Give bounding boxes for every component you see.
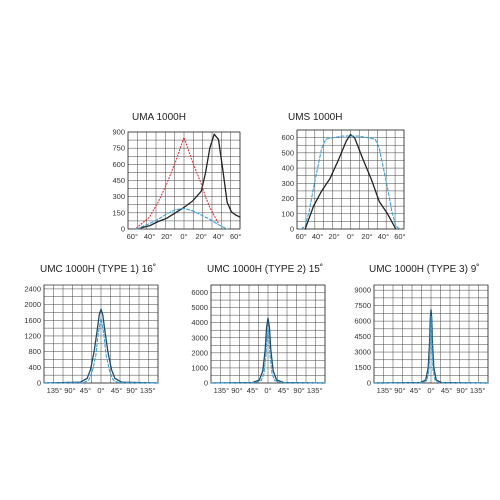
y-tick-label: 600 [112, 160, 125, 169]
series-line-2-dotted [136, 136, 220, 229]
y-tick-label: 0 [367, 379, 371, 388]
plot-frame [210, 284, 326, 384]
x-tick-label: 90° [231, 386, 242, 395]
y-tick-label: 7500 [354, 301, 371, 310]
series-line-1-solid [140, 133, 241, 229]
y-tick-label: 6000 [191, 288, 208, 297]
x-tick-label: 20° [328, 232, 339, 241]
plot-frame [373, 284, 489, 384]
plot-frame [296, 129, 405, 230]
y-tick-label: 6000 [354, 317, 371, 326]
series-line-2-dashed [210, 328, 326, 384]
series-line-2-dashed [300, 135, 401, 230]
y-tick-label: 800 [28, 347, 41, 356]
x-tick-label: 90° [126, 386, 137, 395]
x-tick-label: 135° [140, 386, 156, 395]
y-tick-label: 9000 [354, 286, 371, 295]
x-tick-label: 135° [214, 386, 230, 395]
x-tick-label: 90° [293, 386, 304, 395]
x-tick-label: 40° [378, 232, 389, 241]
x-tick-label: 20° [361, 232, 372, 241]
y-tick-label: 0 [204, 379, 208, 388]
y-tick-label: 300 [112, 192, 125, 201]
y-tick-label: 4500 [354, 332, 371, 341]
x-tick-label: 40° [213, 232, 224, 241]
chart-title: UMS 1000H [288, 112, 342, 123]
x-tick-label: 60° [394, 232, 405, 241]
chart-3: UMC 1000H (TYPE 1) 16˚ 0 400 800 1200 1600 200… [24, 263, 159, 395]
chart-title: UMC 1000H (TYPE 1) 16˚ [40, 263, 156, 275]
x-tick-label: 135° [307, 386, 323, 395]
x-tick-label: 40° [144, 232, 155, 241]
x-tick-label: 45° [410, 386, 421, 395]
x-tick-label: 90° [456, 386, 467, 395]
y-tick-label: 100 [281, 209, 294, 218]
series-line-1-solid [210, 317, 326, 384]
x-tick-label: 135° [47, 386, 63, 395]
chart-4: UMC 1000H (TYPE 2) 15˚ 0 1000 2000 3000 4000 5… [191, 263, 326, 395]
y-tick-label: 750 [112, 144, 125, 153]
y-tick-label: 2000 [191, 348, 208, 357]
y-tick-label: 5000 [191, 303, 208, 312]
y-tick-label: 600 [281, 133, 294, 142]
y-tick-label: 900 [112, 128, 125, 137]
y-tick-label: 0 [290, 225, 294, 234]
x-tick-label: 0° [347, 232, 354, 241]
chart-title: UMC 1000H (TYPE 2) 15˚ [207, 263, 323, 275]
x-tick-label: 90° [64, 386, 75, 395]
chart-title: UMC 1000H (TYPE 3) 9˚ [369, 263, 480, 275]
y-tick-label: 1200 [24, 331, 41, 340]
x-tick-label: 60° [295, 232, 306, 241]
y-tick-label: 450 [112, 176, 125, 185]
y-tick-label: 1500 [354, 363, 371, 372]
y-tick-label: 300 [281, 179, 294, 188]
series-line-3-dashed [136, 207, 228, 230]
x-tick-label: 60° [230, 232, 241, 241]
series-line-1-solid [304, 133, 397, 230]
chart-title: UMA 1000H [132, 112, 186, 123]
y-tick-label: 500 [281, 148, 294, 157]
y-tick-label: 0 [121, 225, 125, 234]
x-tick-label: 45° [441, 386, 452, 395]
plot-frame [127, 131, 241, 230]
series-line-1-solid [43, 308, 159, 384]
y-tick-label: 2400 [24, 284, 41, 293]
x-tick-label: 135° [377, 386, 393, 395]
x-tick-label: 0° [180, 232, 187, 241]
x-tick-label: 45° [247, 386, 258, 395]
x-tick-label: 45° [80, 386, 91, 395]
y-tick-label: 0 [37, 379, 41, 388]
y-tick-label: 400 [281, 164, 294, 173]
y-tick-label: 3000 [191, 333, 208, 342]
series-line-2-dashed [373, 315, 489, 384]
y-tick-label: 400 [28, 363, 41, 372]
y-tick-label: 2000 [24, 300, 41, 309]
x-tick-label: 40° [312, 232, 323, 241]
x-tick-label: 20° [161, 232, 172, 241]
chart-5: UMC 1000H (TYPE 3) 9˚ 0 1500 3000 4500 6000 75… [354, 263, 489, 395]
x-tick-label: 45° [278, 386, 289, 395]
y-tick-label: 200 [281, 194, 294, 203]
y-tick-label: 3000 [354, 348, 371, 357]
chart-1: UMA 1000H 0 150 300 450 600 750 900 60° 40° 20° 0° 2… [112, 112, 241, 241]
x-tick-label: 60° [127, 232, 138, 241]
x-tick-label: 45° [111, 386, 122, 395]
y-tick-label: 4000 [191, 318, 208, 327]
x-tick-label: 20° [196, 232, 207, 241]
y-tick-label: 1000 [191, 363, 208, 372]
y-tick-label: 150 [112, 208, 125, 217]
chart-2: UMS 1000H 0 100 200 300 400 500 600 60° 40° 20° 0° 2… [281, 112, 405, 241]
series-line-2-dashed [43, 317, 159, 384]
x-tick-label: 0° [427, 386, 434, 395]
x-tick-label: 0° [97, 386, 104, 395]
plot-frame [43, 284, 159, 384]
x-tick-label: 135° [470, 386, 486, 395]
x-tick-label: 0° [264, 386, 271, 395]
series-line-1-solid [373, 309, 489, 384]
y-tick-label: 1600 [24, 316, 41, 325]
x-tick-label: 90° [394, 386, 405, 395]
